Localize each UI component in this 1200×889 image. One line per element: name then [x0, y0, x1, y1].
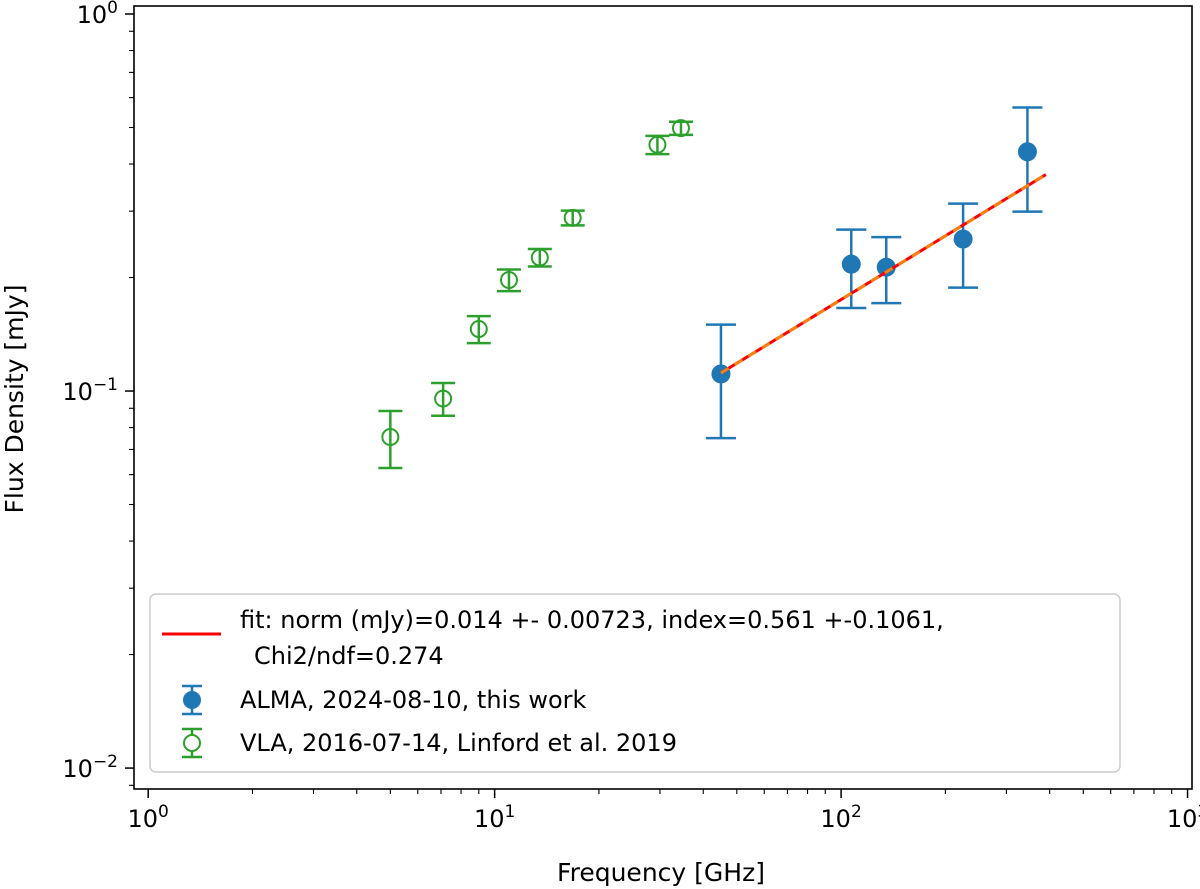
alma-marker — [841, 254, 861, 274]
vla-point — [431, 381, 456, 417]
plot-frame — [133, 5, 1193, 790]
vla-marker — [499, 271, 518, 290]
vla-point — [668, 119, 693, 138]
alma-point — [948, 202, 979, 289]
vla-point — [645, 134, 670, 156]
vla-point — [378, 409, 403, 470]
y-axis-label: Flux Density [mJy] — [0, 285, 29, 514]
alma-point — [705, 323, 736, 440]
y-tick-label: 100 — [77, 0, 118, 29]
vla-marker — [469, 320, 488, 339]
vla-point — [496, 268, 521, 293]
vla-marker — [648, 135, 667, 154]
alma-marker — [953, 229, 973, 249]
fit-line — [720, 173, 1047, 375]
alma-marker — [876, 257, 896, 277]
x-tick-label: 100 — [128, 802, 169, 833]
alma-marker — [1017, 142, 1037, 162]
vla-marker — [530, 248, 549, 267]
vla-marker — [563, 208, 582, 227]
x-tick-label: 102 — [820, 802, 861, 833]
vla-marker — [671, 119, 690, 138]
legend-vla-swatch — [182, 727, 202, 759]
alma-point — [1012, 106, 1043, 213]
x-tick-label: 103 — [1167, 802, 1200, 833]
vla-point — [560, 208, 585, 227]
legend-box — [149, 593, 1121, 773]
legend-vla-label: VLA, 2016-07-14, Linford et al. 2019 — [240, 729, 677, 757]
vla-marker — [434, 389, 453, 408]
legend-alma-label: ALMA, 2024-08-10, this work — [240, 686, 587, 714]
vla-marker — [381, 428, 400, 447]
vla-point — [527, 247, 552, 268]
y-tick-label: 10−2 — [62, 752, 118, 783]
alma-point — [836, 228, 867, 310]
alma-point — [871, 235, 902, 305]
x-tick-label: 101 — [474, 802, 515, 833]
legend-fit-label-line2: Chi2/ndf=0.274 — [254, 642, 444, 670]
vla-point — [466, 314, 491, 345]
legend: fit: norm (mJy)=0.014 +- 0.00723, index=… — [149, 593, 1121, 773]
legend-alma-swatch — [182, 684, 202, 716]
y-tick-label: 10−1 — [62, 375, 118, 406]
x-axis-label: Frequency [GHz] — [557, 858, 765, 887]
legend-fit-label-line1: fit: norm (mJy)=0.014 +- 0.00723, index=… — [240, 606, 944, 634]
